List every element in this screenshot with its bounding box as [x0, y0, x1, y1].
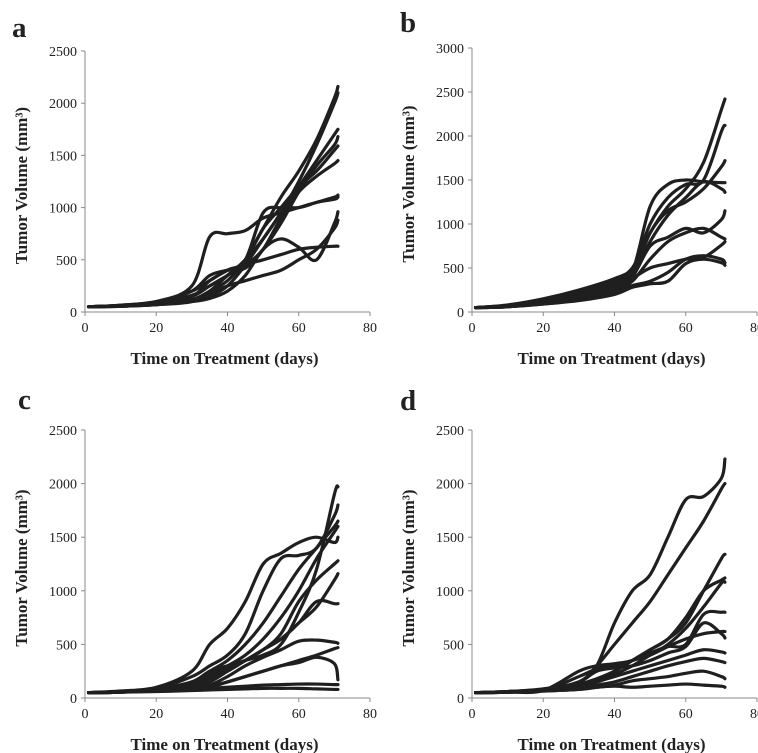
y-tick-label: 2500 — [436, 424, 464, 439]
x-tick-label: 0 — [82, 707, 89, 722]
y-tick-label: 0 — [457, 306, 464, 321]
x-tick-label: 40 — [221, 707, 235, 722]
y-tick-label: 1500 — [49, 531, 77, 546]
x-axis-title: Time on Treatment (days) — [517, 349, 705, 368]
y-tick-label: 1000 — [49, 585, 77, 600]
y-axis-title: Tumor Volume (mm³) — [12, 489, 31, 646]
x-tick-label: 0 — [82, 321, 89, 336]
x-tick-label: 40 — [221, 321, 235, 336]
panel-letter: a — [12, 12, 27, 44]
y-tick-label: 500 — [443, 262, 464, 277]
chart-panel-c: c 0 500 1000 1500 2000 2500 0 20 40 60 80 Time on Tr… — [12, 384, 377, 753]
panel-letter: c — [18, 384, 31, 416]
series-line-1 — [473, 97, 727, 310]
y-tick-label: 3000 — [436, 42, 464, 57]
y-tick-label: 1500 — [436, 174, 464, 189]
y-tick-label: 1000 — [436, 585, 464, 600]
y-tick-label: 2500 — [49, 45, 77, 60]
y-tick-label: 1500 — [49, 149, 77, 164]
panel-letter: b — [400, 7, 416, 39]
series-line-8 — [86, 195, 340, 309]
x-tick-label: 80 — [363, 707, 377, 722]
x-tick-label: 60 — [292, 321, 306, 336]
series-line-11 — [86, 218, 340, 309]
series-line-4 — [86, 135, 340, 309]
series-line-8 — [86, 598, 340, 695]
y-tick-label: 2000 — [436, 130, 464, 145]
series-line-6 — [473, 209, 727, 310]
series-line-4 — [473, 576, 727, 695]
y-axis-title: Tumor Volume (mm³) — [12, 107, 31, 264]
x-tick-label: 20 — [536, 321, 550, 336]
y-tick-label: 0 — [457, 692, 464, 707]
y-tick-label: 500 — [56, 638, 77, 653]
x-tick-label: 80 — [750, 707, 758, 722]
y-axis-title: Tumor Volume (mm³) — [399, 105, 418, 262]
y-tick-label: 0 — [70, 692, 77, 707]
x-tick-label: 20 — [536, 707, 550, 722]
y-tick-label: 2000 — [49, 97, 77, 112]
y-tick-label: 1500 — [436, 531, 464, 546]
y-tick-label: 1000 — [49, 202, 77, 217]
x-axis-title: Time on Treatment (days) — [130, 349, 318, 368]
x-tick-label: 40 — [608, 321, 622, 336]
y-tick-label: 2500 — [436, 86, 464, 101]
x-tick-label: 80 — [750, 321, 758, 336]
series-line-13 — [86, 686, 340, 695]
x-tick-label: 60 — [292, 707, 306, 722]
y-tick-label: 2000 — [49, 478, 77, 493]
x-tick-label: 80 — [363, 321, 377, 336]
x-tick-label: 60 — [679, 321, 693, 336]
x-tick-label: 40 — [608, 707, 622, 722]
x-tick-label: 20 — [149, 707, 163, 722]
x-axis-title: Time on Treatment (days) — [517, 735, 705, 753]
chart-panel-d: d 0 500 1000 1500 2000 2500 0 20 40 60 80 Time on Tr… — [399, 385, 758, 753]
chart-panel-a: a 0 500 1000 1500 2000 2500 0 20 40 60 80 Time on Tr… — [12, 12, 377, 368]
y-tick-label: 1000 — [436, 218, 464, 233]
panel-letter: d — [400, 385, 416, 417]
series-line-12 — [473, 682, 727, 695]
chart-panel-b: b 0 500 1000 1500 2000 2500 3000 0 20 40 60 80 Time o… — [399, 7, 758, 368]
y-tick-label: 2500 — [49, 424, 77, 439]
y-tick-label: 2000 — [436, 478, 464, 493]
x-tick-label: 0 — [469, 321, 476, 336]
series-line-1 — [473, 457, 727, 695]
y-tick-label: 0 — [70, 306, 77, 321]
y-tick-label: 500 — [443, 638, 464, 653]
x-tick-label: 60 — [679, 707, 693, 722]
series-line-2 — [473, 123, 727, 310]
y-tick-label: 500 — [56, 254, 77, 269]
x-tick-label: 0 — [469, 707, 476, 722]
x-axis-title: Time on Treatment (days) — [130, 735, 318, 753]
series-line-10 — [473, 257, 727, 310]
x-tick-label: 20 — [149, 321, 163, 336]
y-axis-title: Tumor Volume (mm³) — [399, 489, 418, 646]
